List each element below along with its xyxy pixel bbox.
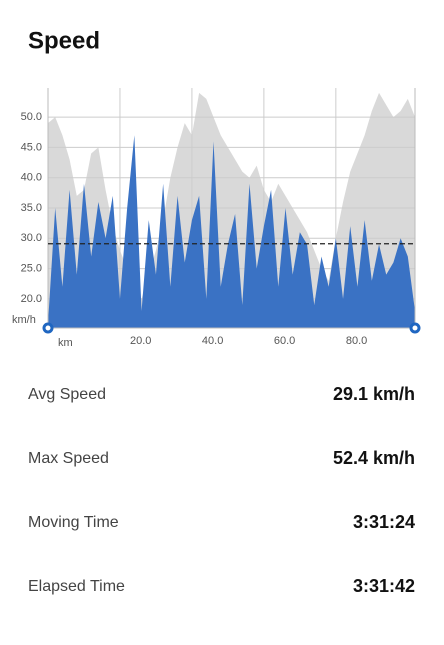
x-axis-label: km <box>58 337 73 349</box>
x-tick-label: 60.0 <box>274 335 295 347</box>
stat-label: Elapsed Time <box>28 578 125 595</box>
x-tick-label: 40.0 <box>202 335 223 347</box>
stat-value: 52.4 km/h <box>333 448 415 468</box>
y-tick-label: 20.0 <box>21 293 42 305</box>
stat-label: Moving Time <box>28 514 119 531</box>
stat-value: 3:31:24 <box>353 512 415 532</box>
y-tick-label: 35.0 <box>21 202 42 214</box>
area <box>48 135 415 328</box>
stat-label: Avg Speed <box>28 386 106 403</box>
stat-label: Max Speed <box>28 450 109 467</box>
x-tick-label: 80.0 <box>346 335 367 347</box>
stat-value: 3:31:42 <box>353 576 415 596</box>
y-tick-label: 25.0 <box>21 263 42 275</box>
stat-value: 29.1 km/h <box>333 384 415 404</box>
x-tick-label: 20.0 <box>130 335 151 347</box>
range-handle <box>409 322 421 334</box>
range-handle <box>42 322 54 334</box>
y-tick-label: 45.0 <box>21 141 42 153</box>
y-tick-label: 30.0 <box>21 232 42 244</box>
y-tick-label: 40.0 <box>21 172 42 184</box>
area <box>48 92 415 329</box>
title: Speed <box>28 27 100 54</box>
y-tick-label: 50.0 <box>21 111 42 123</box>
y-axis-label: km/h <box>12 314 36 326</box>
